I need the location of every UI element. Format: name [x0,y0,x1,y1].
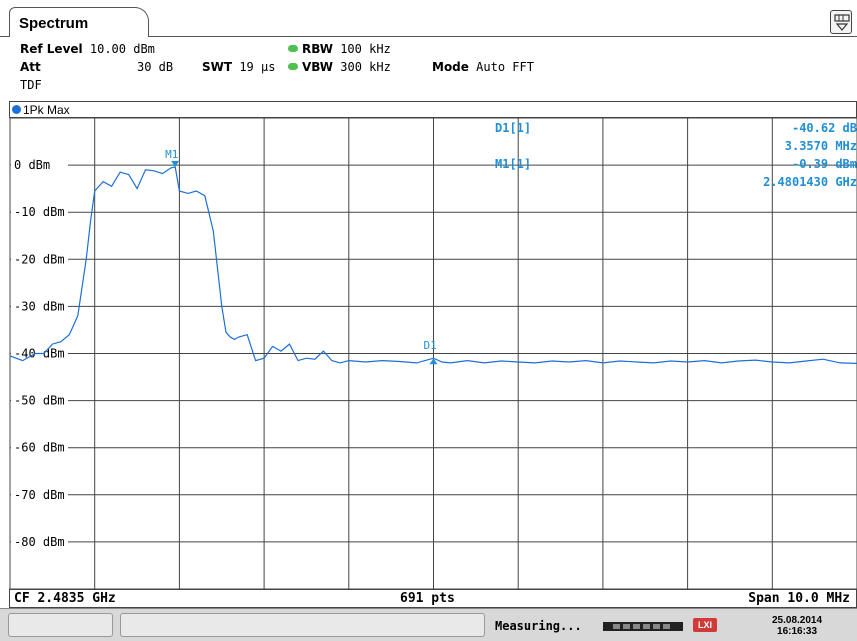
marker-m1-tag: M1 [165,148,178,161]
ref-level-value[interactable]: 10.00 dBm [89,42,155,56]
marker-layer: M1 D1 [165,148,438,365]
mode-label: Mode [432,60,469,74]
rbw-row: RBW 100 kHz [288,42,391,56]
tab-spectrum[interactable]: Spectrum [9,7,149,37]
status-bar: Measuring... LXI 25.08.2014 16:16:33 [0,608,857,641]
status-date: 25.08.2014 [772,615,823,626]
d1-readout-label: D1[1] [495,121,532,135]
marker-d1-symbol[interactable] [429,358,438,365]
trace-line [9,166,857,364]
y-tick-label-bg [11,251,68,267]
d1-level: -40.62 dB [791,121,857,135]
mode-value[interactable]: Auto FFT [476,60,534,74]
tab-baseline [0,36,857,37]
status-field-2 [120,613,485,637]
rbw-value[interactable]: 100 kHz [340,42,391,56]
sweep-progress-bar [603,622,683,631]
swt-value[interactable]: 19 µs [239,60,276,74]
rbw-label: RBW [302,42,333,56]
display-config-glyph [834,14,850,31]
status-time: 16:16:33 [777,626,818,637]
y-tick-label: -70 dBm [14,488,65,502]
marker-m1-symbol[interactable] [171,160,180,167]
y-tick-label: -20 dBm [14,252,65,266]
y-tick-label-bg [11,204,68,220]
y-tick-label-bg [11,392,68,408]
trace-1-icon [12,105,21,114]
marker-d1-tag: D1 [424,339,437,352]
vbw-coupled-icon [288,63,298,70]
tab-spectrum-label: Spectrum [19,15,89,32]
span-value[interactable]: Span 10.0 MHz [748,591,850,606]
y-tick-label-bg [11,439,68,455]
vbw-row: VBW 300 kHz [288,60,391,74]
y-axis-labels: 0 dBm-10 dBm-20 dBm-30 dBm-40 dBm-50 dBm… [11,157,68,549]
y-tick-label: -10 dBm [14,205,65,219]
m1-freq: 2.4801430 GHz [763,175,857,189]
rbw-coupled-icon [288,45,298,52]
att-label: Att [20,60,41,74]
external-reference-icon: LXI [693,618,717,632]
y-tick-label: -60 dBm [14,441,65,455]
vbw-label: VBW [302,60,334,74]
y-tick-label: 0 dBm [14,158,50,172]
m1-readout-label: M1[1] [495,157,532,171]
vbw-value[interactable]: 300 kHz [340,60,391,74]
swt-label: SWT [202,60,233,74]
status-field-1 [8,613,113,637]
display-config-icon[interactable] [830,10,852,34]
att-label-row: Att [20,60,41,74]
y-tick-label-bg [11,533,68,549]
date-time: 25.08.2014 16:16:33 [772,615,822,637]
center-frequency[interactable]: CF 2.4835 GHz [14,591,116,606]
ref-level-label: Ref Level [20,42,83,56]
mode-row: Mode Auto FFT [432,60,534,74]
graph-grid [10,118,857,589]
d1-freq: 3.3570 MHz [784,139,857,153]
y-tick-label: -30 dBm [14,299,65,313]
y-tick-label-bg [11,486,68,502]
swt-row: SWT 19 µs [202,60,275,74]
att-value[interactable]: 30 dB [137,60,174,74]
tdf-label: TDF [20,78,42,92]
y-tick-label-bg [11,298,68,314]
tab-join [10,35,148,38]
trace-label: 1Pk Max [23,103,70,117]
graph-footer: CF 2.4835 GHz 691 pts Span 10.0 MHz [9,589,857,608]
measuring-status: Measuring... [495,619,582,633]
ref-level-row: Ref Level 10.00 dBm [20,42,155,56]
m1-level: -0.39 dBm [791,157,857,171]
y-tick-label: -50 dBm [14,394,65,408]
y-tick-label-bg [11,157,68,173]
y-tick-label: -80 dBm [14,535,65,549]
sweep-points[interactable]: 691 pts [400,591,455,606]
